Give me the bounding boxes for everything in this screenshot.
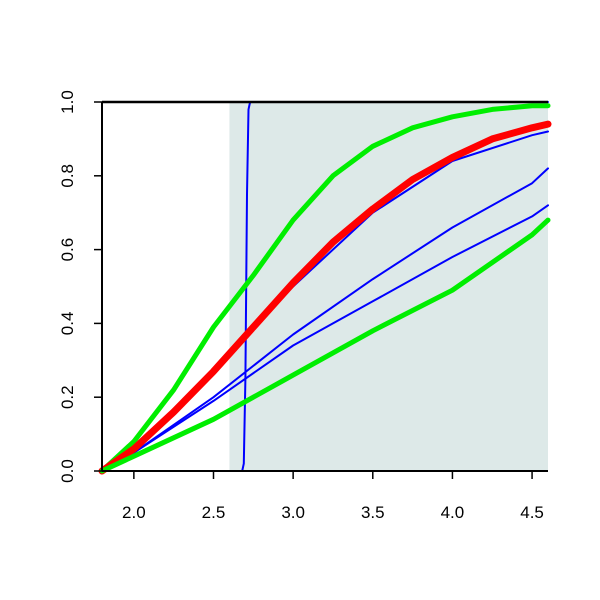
y-tick-label: 0.2 <box>58 385 77 409</box>
shaded-region <box>229 102 548 471</box>
series-line-6 <box>98 120 552 475</box>
axes-layer: 2.0 2.5 3.0 3.5 4.0 4.5 0.0 0.2 0.4 0.6 0.8 1.0 <box>58 90 548 522</box>
y-tick-label: 0.4 <box>58 312 77 336</box>
y-tick-label: 0.8 <box>58 164 77 188</box>
x-tick-label: 2.5 <box>202 503 226 522</box>
y-tick-label: 0.0 <box>58 459 77 483</box>
y-tick-label: 0.6 <box>58 238 77 262</box>
shaded-region-layer <box>229 102 548 471</box>
x-tick-label: 3.5 <box>361 503 385 522</box>
series-layer <box>98 101 552 475</box>
x-tick-label: 2.0 <box>122 503 146 522</box>
y-tick-label: 1.0 <box>58 90 77 114</box>
series-line-7 <box>99 217 551 474</box>
x-tick-label: 4.0 <box>441 503 465 522</box>
x-tick-label: 3.0 <box>281 503 305 522</box>
series-line-5 <box>99 103 551 474</box>
x-tick-label: 4.5 <box>520 503 544 522</box>
series-line-4 <box>101 204 549 472</box>
